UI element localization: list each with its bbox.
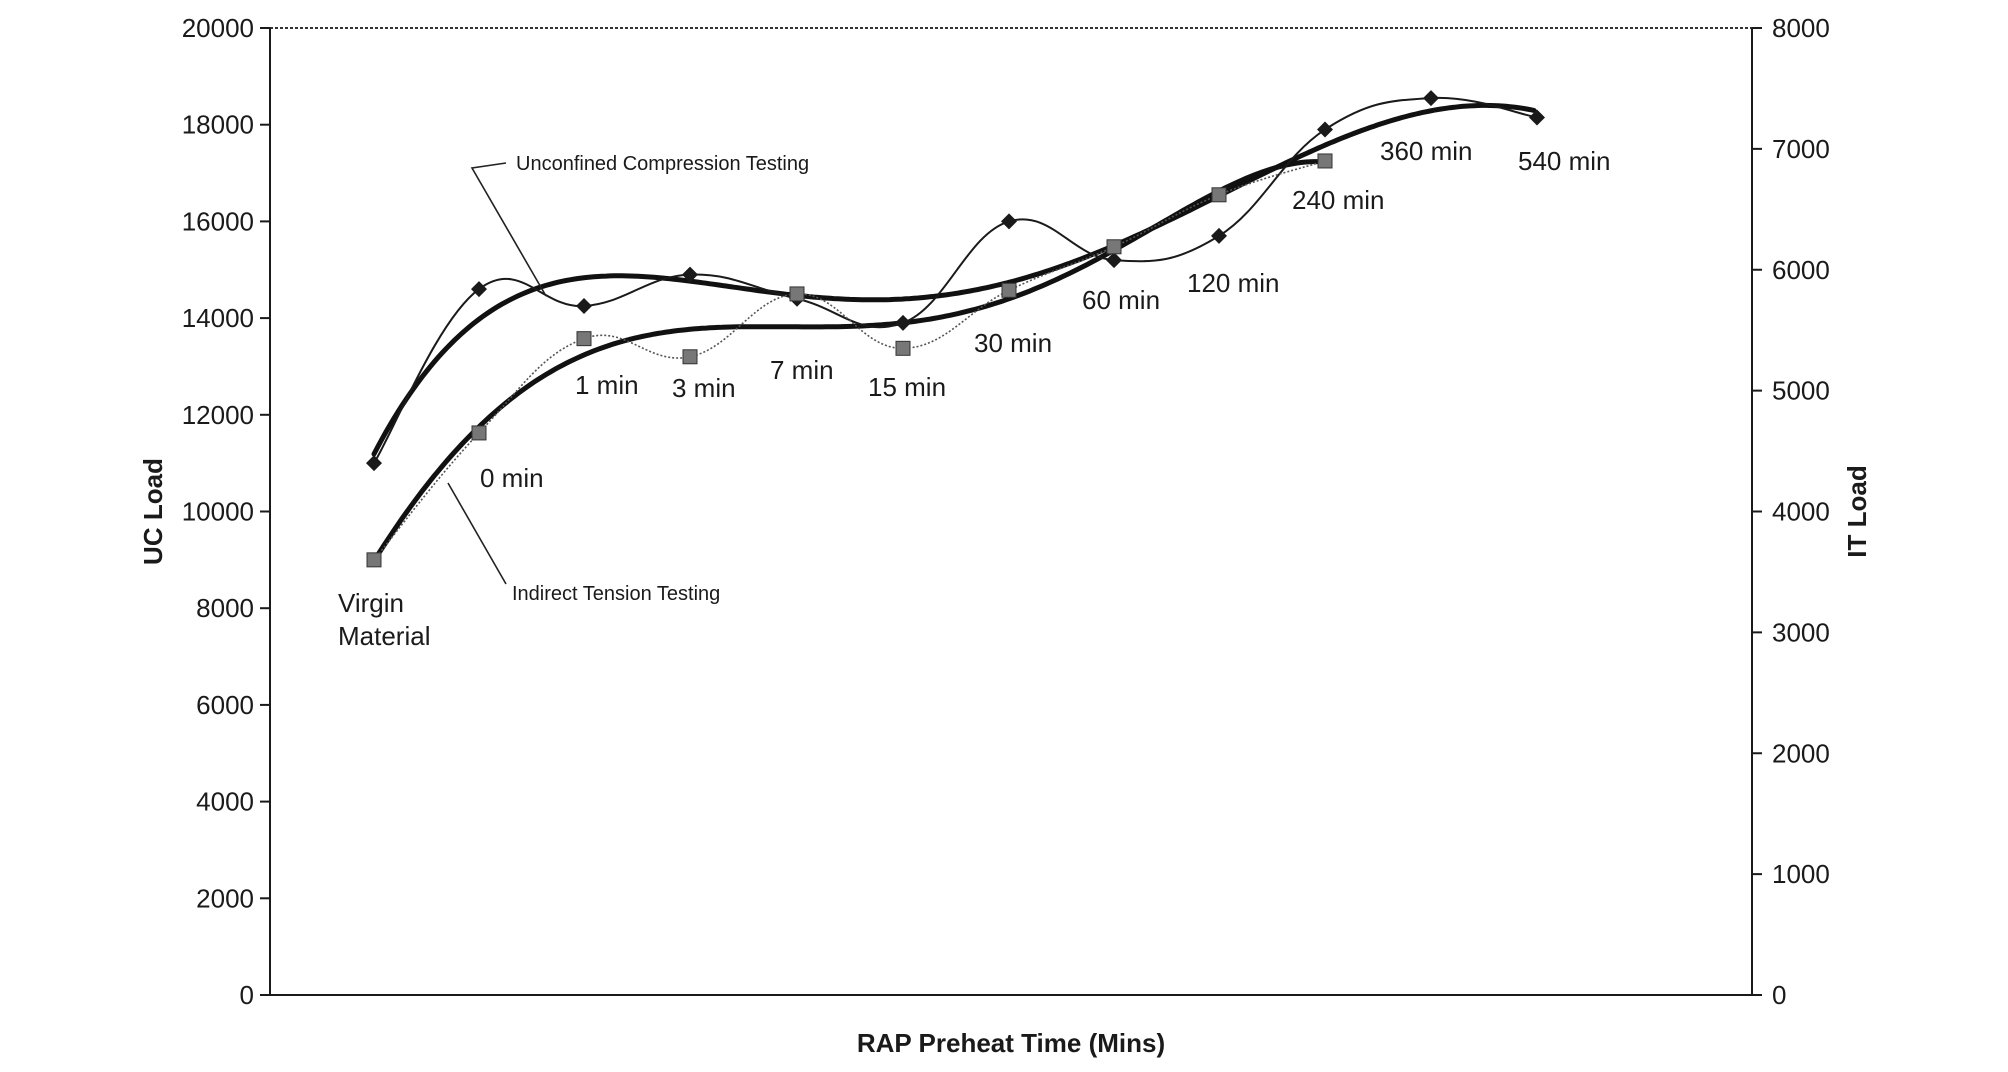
point-label: 0 min — [480, 463, 544, 493]
point-label-text: 3 min — [672, 373, 736, 403]
uc-trend-line — [371, 102, 1537, 457]
it-callout-label: Indirect Tension Testing — [512, 583, 720, 605]
uc-diamond-marker — [1106, 252, 1122, 269]
point-label: 30 min — [974, 328, 1052, 358]
point-label-text: 120 min — [1187, 268, 1280, 298]
uc-diamond-marker — [471, 281, 487, 298]
right-tick-label: 8000 — [1772, 13, 1830, 43]
point-label-line: Virgin — [338, 588, 404, 618]
point-label: 240 min — [1292, 185, 1385, 215]
right-tick-label: 1000 — [1772, 859, 1830, 889]
left-tick-label: 6000 — [196, 690, 254, 720]
left-tick-label: 18000 — [182, 110, 254, 140]
point-label-text: 0 min — [480, 463, 544, 493]
right-tick-label: 4000 — [1772, 497, 1830, 527]
point-label-text: 30 min — [974, 328, 1052, 358]
uc-diamond-marker — [895, 314, 911, 331]
y-axis-title: UC Load — [138, 458, 168, 565]
point-label-text: 360 min — [1380, 136, 1473, 166]
left-tick-label: 8000 — [196, 593, 254, 623]
it-square-marker — [576, 331, 592, 347]
right-tick-label: 2000 — [1772, 738, 1830, 768]
uc-callout-leader — [470, 162, 547, 297]
left-tick-label: 16000 — [182, 206, 254, 236]
uc-diamond-marker — [1423, 90, 1439, 107]
point-label-text: 240 min — [1292, 185, 1385, 215]
right-tick-label: 0 — [1772, 980, 1786, 1010]
point-label-line: Material — [338, 621, 430, 651]
point-label-text: 540 min — [1518, 146, 1611, 176]
uc-diamond-marker — [1211, 227, 1227, 244]
uc-callout-label: Unconfined Compression Testing — [516, 153, 809, 175]
it-square-marker — [895, 340, 911, 356]
x-axis-title: RAP Preheat Time (Mins) — [857, 1028, 1165, 1058]
it-square-marker — [366, 552, 382, 568]
left-tick-label: 14000 — [182, 303, 254, 333]
uc-diamond-marker — [576, 298, 592, 315]
y2-axis-title: IT Load — [1842, 465, 1872, 557]
axes: 0200040006000800010000120001400016000180… — [138, 13, 1872, 1058]
it-square-marker — [1001, 282, 1017, 298]
it-square-marker — [1106, 239, 1122, 255]
left-tick-label: 12000 — [182, 400, 254, 430]
uc-diamond-marker — [682, 266, 698, 283]
left-tick-label: 2000 — [196, 883, 254, 913]
right-tick-label: 5000 — [1772, 376, 1830, 406]
callouts: Unconfined Compression Testing Indirect T… — [447, 153, 809, 605]
it-trend-line — [371, 159, 1325, 564]
uc-diamond-marker — [1317, 121, 1333, 138]
it-series-line — [373, 160, 1326, 561]
point-label: 60 min — [1082, 285, 1160, 315]
markers — [366, 90, 1545, 568]
uc-diamond-marker — [1001, 213, 1017, 230]
left-tick-label: 20000 — [182, 13, 254, 43]
it-square-marker — [789, 286, 805, 302]
point-label: 360 min — [1380, 136, 1473, 166]
it-square-marker — [1317, 153, 1333, 169]
point-label-text: 1 min — [575, 370, 639, 400]
point-label: 7 min — [770, 355, 834, 385]
it-square-marker — [1211, 187, 1227, 203]
point-label: 540 min — [1518, 146, 1611, 176]
point-label: 15 min — [868, 372, 946, 402]
left-tick-label: 10000 — [182, 497, 254, 527]
point-label-text: 60 min — [1082, 285, 1160, 315]
uc-diamond-marker — [366, 455, 382, 472]
point-label-text: 15 min — [868, 372, 946, 402]
point-label-text: 7 min — [770, 355, 834, 385]
right-tick-label: 6000 — [1772, 255, 1830, 285]
right-tick-label: 7000 — [1772, 134, 1830, 164]
point-label: 120 min — [1187, 268, 1280, 298]
it-square-marker — [682, 349, 698, 365]
left-tick-label: 4000 — [196, 787, 254, 817]
it-square-marker — [471, 425, 487, 441]
point-label: 3 min — [672, 373, 736, 403]
right-tick-label: 3000 — [1772, 617, 1830, 647]
uc-diamond-marker — [1529, 109, 1545, 126]
left-tick-label: 0 — [240, 980, 254, 1010]
trend-lines — [371, 102, 1537, 564]
it-callout-leader — [447, 482, 507, 585]
point-label: 1 min — [575, 370, 639, 400]
